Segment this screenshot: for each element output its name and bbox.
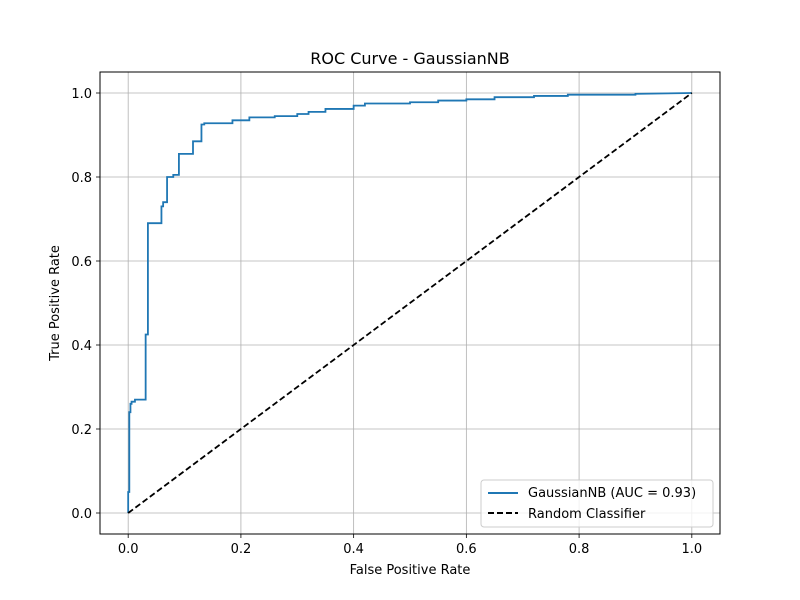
x-tick-label: 0.8 (569, 542, 590, 557)
x-tick-label: 0.4 (343, 542, 364, 557)
y-tick-label: 0.8 (71, 171, 92, 186)
legend-label-gaussiannb: GaussianNB (AUC = 0.93) (528, 486, 696, 501)
y-tick-label: 0.6 (71, 255, 92, 270)
roc-curve-gaussiannb (127, 92, 692, 513)
legend-label-random-classifier: Random Classifier (528, 507, 646, 522)
random-classifier-line (127, 92, 693, 514)
chart-title: ROC Curve - GaussianNB (310, 49, 509, 68)
legend: GaussianNB (AUC = 0.93) Random Classifie… (480, 479, 714, 528)
y-tick-label: 0.4 (71, 339, 92, 354)
plot-frame (99, 71, 721, 535)
series-layer (127, 92, 693, 514)
x-tick-label: 0.2 (231, 542, 252, 557)
y-tick-label: 1.0 (71, 87, 92, 102)
y-axis-label: True Positive Rate (48, 245, 63, 362)
x-tick-label: 0.0 (118, 542, 139, 557)
grid (100, 72, 720, 534)
x-tick-label: 1.0 (681, 542, 702, 557)
ticks: 0.0 0.2 0.4 0.6 0.8 1.0 0.0 0.2 0.4 0.6 0.8 1.0 (71, 87, 702, 557)
y-tick-label: 0.2 (71, 423, 92, 438)
x-axis-label: False Positive Rate (350, 563, 471, 578)
x-tick-label: 0.6 (456, 542, 477, 557)
y-tick-label: 0.0 (71, 507, 92, 522)
legend-box (480, 479, 714, 528)
